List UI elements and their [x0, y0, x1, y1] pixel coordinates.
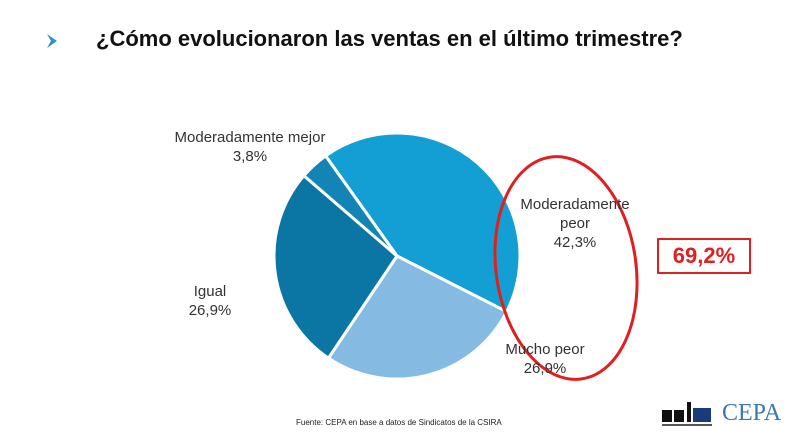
total-annotation: 69,2% — [657, 238, 751, 274]
label-igual: Igual 26,9% — [188, 283, 232, 319]
label-moderadamente-mejor: Moderadamente mejor 3,8% — [174, 129, 326, 165]
highlight-ellipse — [493, 155, 639, 381]
csira-logo — [662, 402, 712, 426]
chevron-right-icon — [47, 34, 57, 48]
pie-slice-igual — [272, 173, 399, 361]
label-moderadamente-peor: Moderadamente peor 42,3% — [520, 196, 630, 251]
pie-slice-mucho-peor — [326, 254, 509, 381]
cepa-logo: CEPA — [722, 400, 782, 426]
pie-slice-moderadamente-peor — [323, 131, 522, 314]
pie-slice-moderadamente-mejor — [301, 153, 399, 258]
page-title: ¿Cómo evolucionaron las ventas en el últ… — [96, 26, 683, 51]
label-mucho-peor: Mucho peor 26,9% — [505, 341, 585, 377]
source-note: Fuente: CEPA en base a datos de Sindicat… — [296, 418, 502, 427]
